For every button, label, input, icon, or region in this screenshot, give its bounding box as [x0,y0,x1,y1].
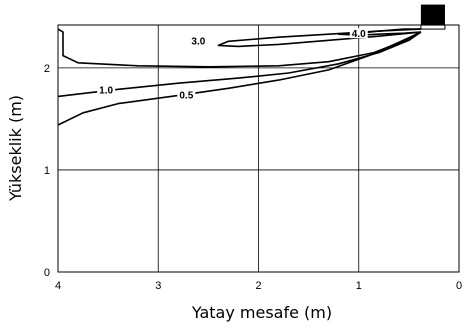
contour-label: 0.5 [179,90,193,101]
contour-label-bg [177,89,196,100]
contour-label: 4.0 [352,29,366,40]
contour-label-bg [349,28,368,39]
y-tick-label: 2 [44,63,50,75]
contour-line-3 [57,31,422,98]
x-tick-label: 2 [255,280,261,292]
contour-label: 1.0 [99,85,113,96]
contour-lines [57,28,422,126]
x-tick-label: 3 [155,280,161,292]
contour-labels: 4.0 3.0 1.0 0.5 [97,28,368,101]
y-axis-label: Yükseklik (m) [6,95,25,202]
contour-label: 3.0 [191,36,205,47]
x-axis-label: Yatay mesafe (m) [191,303,332,322]
plot-frame [57,24,460,273]
y-tick-label: 1 [44,165,50,177]
x-tick-labels: 4 3 2 1 0 [55,280,462,292]
x-tick-label: 0 [456,280,462,292]
contour-label-bg [189,35,208,46]
y-tick-label: 0 [44,267,50,279]
contour-line-1 [217,28,421,48]
x-tick-label: 1 [356,280,362,292]
x-tick-label: 4 [55,280,61,292]
source-base [420,24,446,30]
y-tick-labels: 0 1 2 [44,63,50,279]
contour-label-bg [97,84,116,95]
contour-line-4 [57,31,422,126]
